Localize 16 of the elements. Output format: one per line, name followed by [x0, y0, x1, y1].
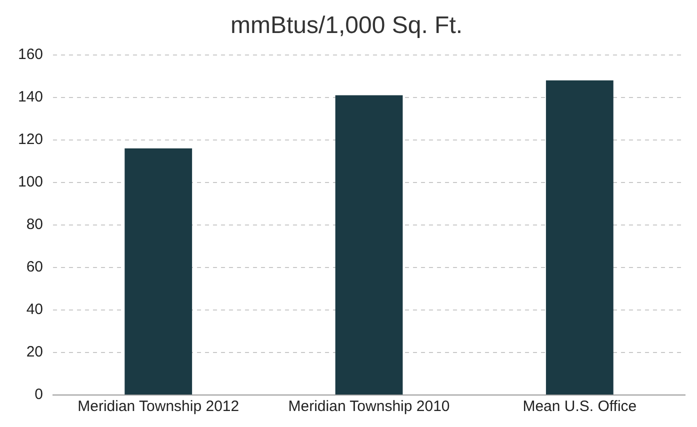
y-tick-label: 100 [18, 174, 44, 191]
y-tick-label: 20 [26, 344, 44, 361]
bar [124, 148, 192, 394]
bar [335, 95, 403, 394]
x-tick-label: Meridian Township 2012 [78, 398, 240, 416]
y-tick-label: 80 [26, 216, 44, 234]
chart-title: mmBtus/1,000 Sq. Ft. [230, 12, 463, 40]
y-tick-label: 0 [34, 386, 44, 404]
y-tick-label: 120 [18, 130, 44, 148]
x-tick-label: Meridian Township 2010 [288, 398, 450, 416]
y-tick-label: 140 [18, 88, 44, 106]
y-tick-label: 40 [26, 301, 44, 318]
x-tick-label: Mean U.S. Office [522, 398, 637, 416]
bar [546, 80, 614, 394]
y-tick-label: 60 [26, 258, 44, 276]
y-tick-label: 160 [18, 46, 44, 63]
